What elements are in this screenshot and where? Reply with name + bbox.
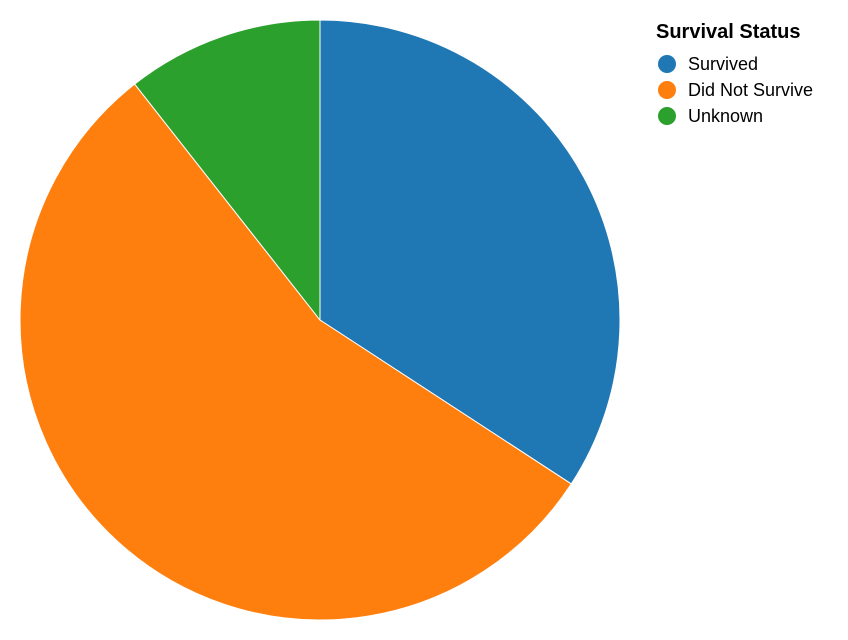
legend-swatch-did-not-survive [658, 81, 676, 99]
legend: Survival Status Survived Did Not Survive… [656, 21, 813, 126]
legend-item-did-not-survive: Did Not Survive [658, 80, 813, 100]
legend-label-survived: Survived [688, 54, 758, 74]
legend-title: Survival Status [656, 21, 801, 43]
legend-swatch-survived [658, 55, 676, 73]
pie-slice-survived [319, 19, 621, 485]
legend-label-unknown: Unknown [688, 106, 763, 126]
pie-slices [19, 19, 621, 621]
legend-swatch-unknown [658, 107, 676, 125]
legend-item-survived: Survived [658, 54, 758, 74]
legend-label-did-not-survive: Did Not Survive [688, 80, 813, 100]
legend-item-unknown: Unknown [658, 106, 763, 126]
pie-slice-did-not-survive [19, 83, 572, 621]
pie-slice-unknown [133, 19, 321, 322]
